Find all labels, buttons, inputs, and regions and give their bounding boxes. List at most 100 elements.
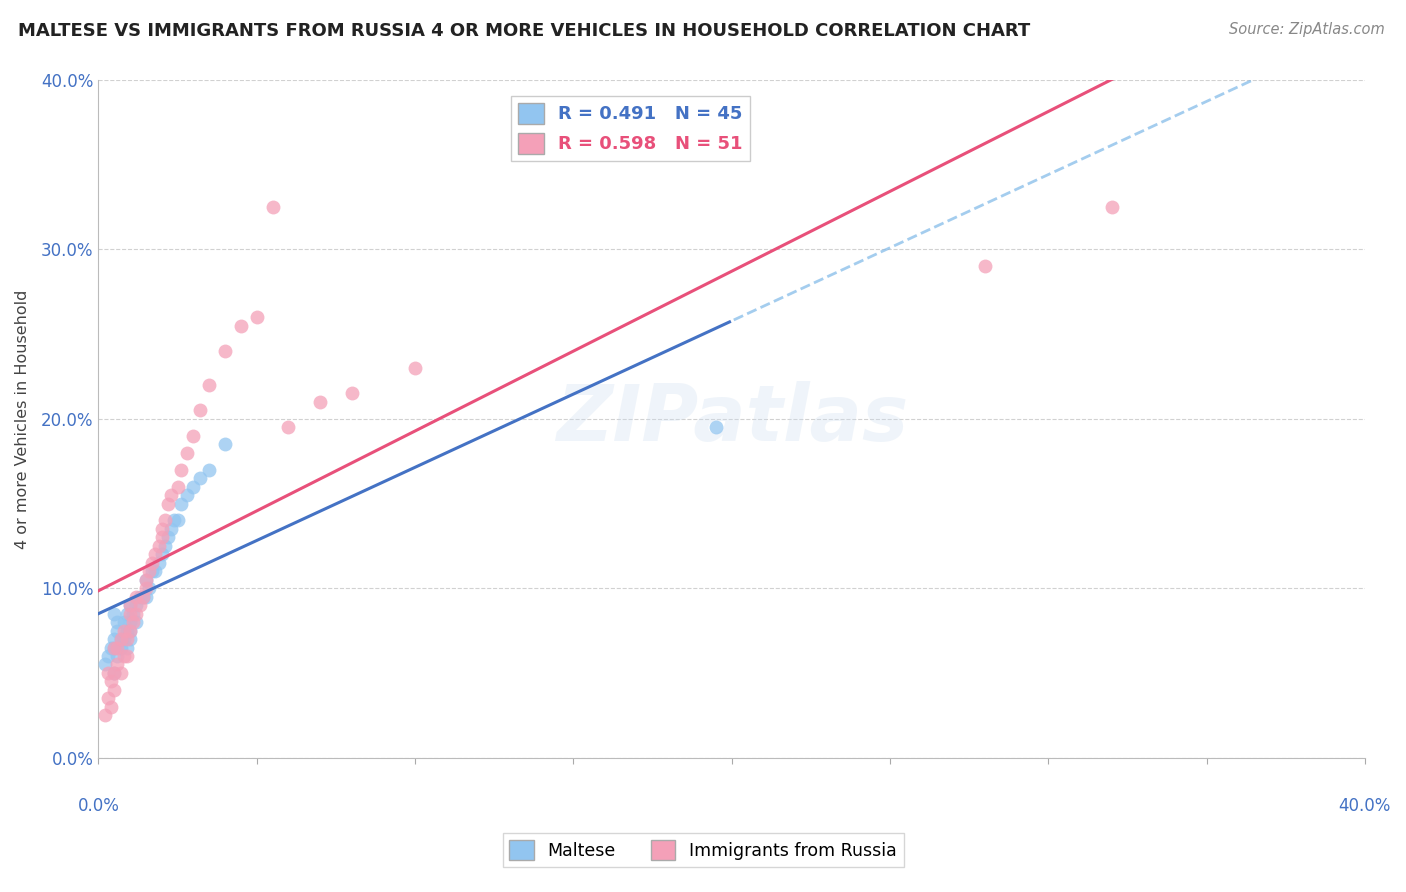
Point	[97, 665, 120, 680]
Point	[120, 615, 142, 629]
Point	[115, 607, 138, 621]
Point	[166, 480, 188, 494]
Point	[138, 564, 160, 578]
Point	[160, 522, 183, 536]
Text: MALTESE VS IMMIGRANTS FROM RUSSIA 4 OR MORE VEHICLES IN HOUSEHOLD CORRELATION CH: MALTESE VS IMMIGRANTS FROM RUSSIA 4 OR M…	[18, 22, 1031, 40]
Point	[157, 497, 180, 511]
Point	[128, 598, 150, 612]
Point	[141, 564, 163, 578]
Point	[135, 590, 157, 604]
Point	[110, 632, 132, 646]
Point	[188, 471, 211, 485]
Point	[176, 446, 198, 460]
Point	[125, 607, 148, 621]
Legend: Maltese, Immigrants from Russia: Maltese, Immigrants from Russia	[502, 833, 904, 867]
Point	[120, 624, 142, 638]
Point	[214, 344, 236, 359]
Point	[340, 386, 363, 401]
Text: 40.0%: 40.0%	[1339, 797, 1391, 814]
Point	[135, 581, 157, 595]
Point	[122, 607, 145, 621]
Point	[103, 665, 125, 680]
Point	[704, 420, 727, 434]
Point	[115, 648, 138, 663]
Point	[141, 556, 163, 570]
Point	[100, 640, 122, 655]
Point	[103, 640, 125, 655]
Point	[107, 640, 129, 655]
Text: ZIPatlas: ZIPatlas	[555, 381, 908, 457]
Point	[120, 624, 142, 638]
Point	[135, 573, 157, 587]
Point	[103, 682, 125, 697]
Point	[229, 318, 252, 333]
Point	[107, 648, 129, 663]
Point	[163, 513, 186, 527]
Point	[112, 624, 135, 638]
Point	[115, 640, 138, 655]
Point	[160, 488, 183, 502]
Point	[188, 403, 211, 417]
Point	[94, 657, 117, 672]
Point	[107, 615, 129, 629]
Point	[110, 665, 132, 680]
Point	[176, 488, 198, 502]
Point	[404, 361, 426, 376]
Point	[145, 547, 167, 561]
Point	[125, 590, 148, 604]
Point	[170, 463, 193, 477]
Point	[1101, 200, 1123, 214]
Legend: R = 0.491   N = 45, R = 0.598   N = 51: R = 0.491 N = 45, R = 0.598 N = 51	[510, 95, 749, 161]
Point	[125, 598, 148, 612]
Point	[100, 699, 122, 714]
Point	[138, 581, 160, 595]
Point	[128, 590, 150, 604]
Point	[277, 420, 299, 434]
Point	[103, 665, 125, 680]
Point	[150, 530, 173, 544]
Point	[135, 573, 157, 587]
Point	[198, 463, 221, 477]
Point	[974, 260, 997, 274]
Point	[120, 607, 142, 621]
Point	[97, 648, 120, 663]
Point	[214, 437, 236, 451]
Point	[157, 530, 180, 544]
Text: 0.0%: 0.0%	[77, 797, 120, 814]
Point	[309, 395, 332, 409]
Point	[148, 556, 170, 570]
Point	[100, 674, 122, 689]
Point	[115, 632, 138, 646]
Point	[153, 539, 176, 553]
Point	[112, 648, 135, 663]
Point	[148, 539, 170, 553]
Point	[125, 615, 148, 629]
Point	[150, 522, 173, 536]
Point	[198, 378, 221, 392]
Text: Source: ZipAtlas.com: Source: ZipAtlas.com	[1229, 22, 1385, 37]
Point	[97, 691, 120, 706]
Point	[145, 564, 167, 578]
Point	[132, 590, 155, 604]
Point	[150, 547, 173, 561]
Point	[103, 632, 125, 646]
Point	[110, 640, 132, 655]
Point	[112, 632, 135, 646]
Point	[103, 640, 125, 655]
Point	[107, 624, 129, 638]
Point	[246, 310, 269, 325]
Point	[262, 200, 284, 214]
Point	[166, 513, 188, 527]
Point	[112, 615, 135, 629]
Point	[107, 657, 129, 672]
Point	[94, 708, 117, 723]
Y-axis label: 4 or more Vehicles in Household: 4 or more Vehicles in Household	[15, 289, 30, 549]
Point	[110, 632, 132, 646]
Point	[122, 615, 145, 629]
Point	[120, 598, 142, 612]
Point	[153, 513, 176, 527]
Point	[170, 497, 193, 511]
Point	[183, 480, 205, 494]
Point	[132, 590, 155, 604]
Point	[103, 607, 125, 621]
